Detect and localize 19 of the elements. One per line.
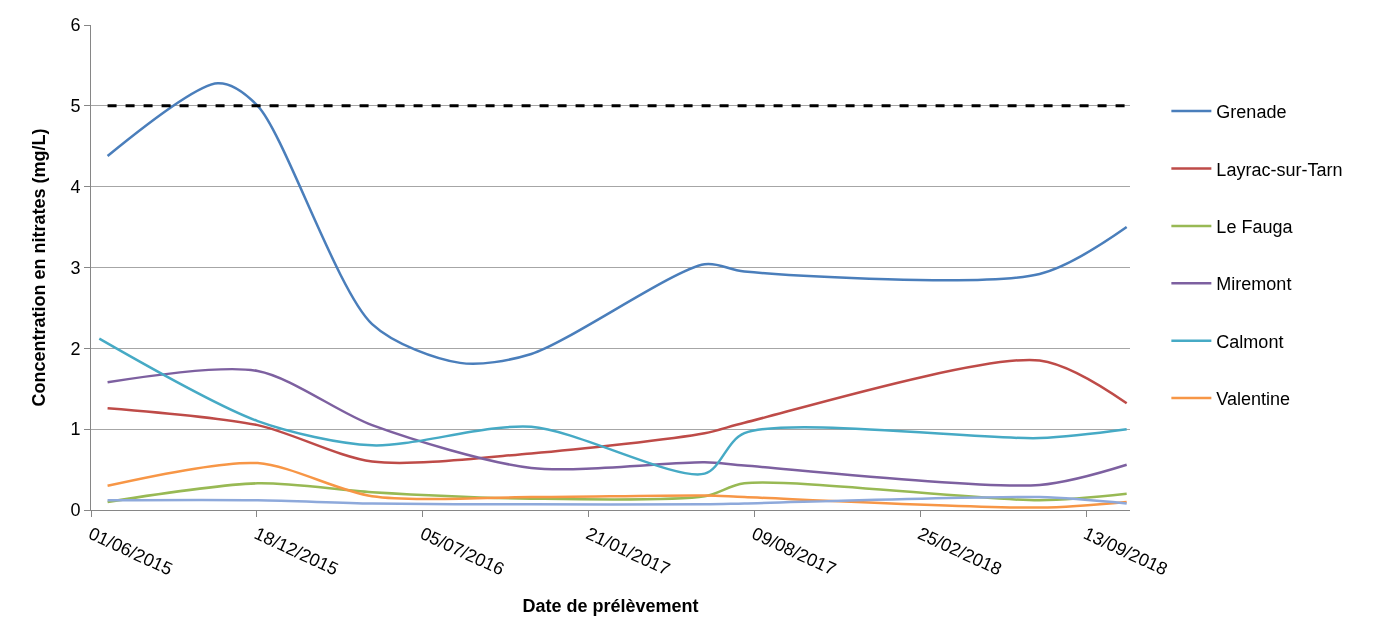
y-tick-label: 4: [70, 176, 81, 197]
y-tick-label: 2: [70, 338, 81, 359]
y-tick-label: 0: [70, 500, 81, 521]
legend-label: Layrac-sur-Tarn: [1216, 159, 1343, 180]
line-series: [106, 495, 1128, 506]
legend-label: Le Fauga: [1216, 216, 1294, 237]
y-axis-title: Concentration en nitrates (mg/L): [29, 128, 49, 407]
y-tick-label: 6: [70, 15, 81, 36]
legend-label: Grenade: [1216, 102, 1287, 123]
legend-label: Calmont: [1216, 331, 1284, 352]
line-series: [106, 461, 1128, 509]
legend-label: Valentine: [1216, 389, 1291, 410]
y-tick-label: 3: [70, 257, 81, 278]
legend-label: Miremont: [1216, 274, 1292, 295]
y-tick-label: 1: [70, 419, 81, 440]
line-series: [106, 81, 1128, 365]
y-tick-label: 5: [70, 96, 81, 117]
line-series: [98, 337, 1128, 476]
x-axis-title: Date de prélèvement: [522, 595, 699, 616]
